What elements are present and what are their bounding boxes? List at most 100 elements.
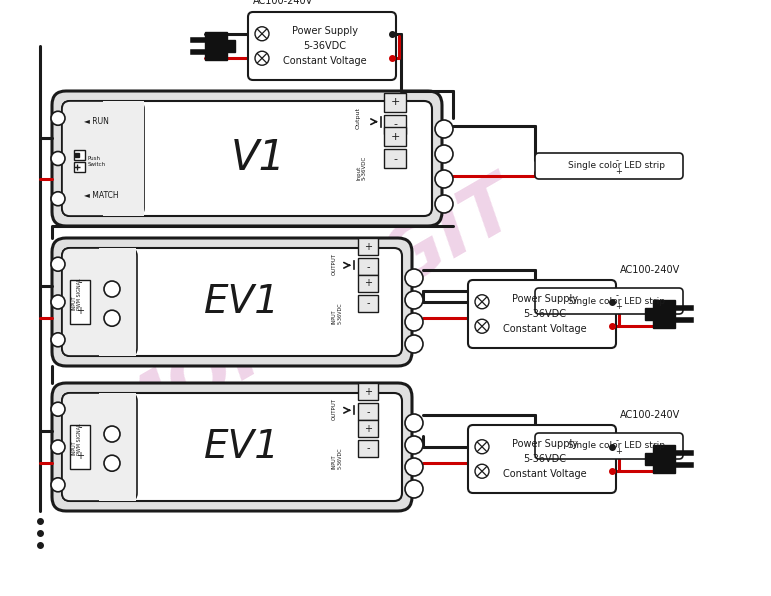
Text: -: - bbox=[366, 299, 370, 309]
Text: +: + bbox=[364, 242, 372, 252]
Text: Power Supply: Power Supply bbox=[512, 294, 578, 304]
Text: Input
5-36VDC: Input 5-36VDC bbox=[356, 156, 367, 181]
Text: V1: V1 bbox=[231, 138, 285, 179]
Text: Power Supply: Power Supply bbox=[292, 26, 358, 36]
Text: 5-36VDC: 5-36VDC bbox=[524, 454, 567, 464]
Bar bbox=[70, 280, 90, 324]
Circle shape bbox=[435, 145, 453, 163]
Text: +: + bbox=[76, 306, 84, 316]
Text: Output: Output bbox=[356, 107, 361, 129]
Text: OUTPUT: OUTPUT bbox=[332, 398, 337, 420]
Circle shape bbox=[51, 192, 65, 206]
Circle shape bbox=[405, 269, 423, 287]
Circle shape bbox=[51, 111, 65, 125]
Bar bbox=[227, 40, 235, 52]
Circle shape bbox=[405, 436, 423, 454]
Bar bbox=[358, 403, 378, 420]
Bar bbox=[74, 162, 85, 172]
Text: INPUT
5-36VDC: INPUT 5-36VDC bbox=[332, 447, 343, 468]
Text: Single color LED strip: Single color LED strip bbox=[568, 442, 665, 451]
Text: INPUT
5-36VDC: INPUT 5-36VDC bbox=[332, 302, 343, 324]
Text: +: + bbox=[390, 97, 399, 107]
Text: +: + bbox=[616, 447, 626, 456]
Text: -: - bbox=[393, 154, 397, 164]
FancyBboxPatch shape bbox=[62, 248, 137, 356]
Text: -: - bbox=[616, 156, 622, 164]
Circle shape bbox=[104, 310, 120, 326]
Circle shape bbox=[435, 120, 453, 138]
Text: AC100-240V: AC100-240V bbox=[620, 265, 680, 275]
Text: Push
Switch: Push Switch bbox=[88, 156, 106, 167]
Text: Constant Voltage: Constant Voltage bbox=[503, 324, 587, 334]
Text: -: - bbox=[616, 436, 622, 445]
Text: -: - bbox=[366, 407, 370, 417]
Text: +: + bbox=[390, 132, 399, 142]
Bar bbox=[70, 426, 90, 468]
FancyBboxPatch shape bbox=[62, 101, 432, 216]
Circle shape bbox=[51, 478, 65, 492]
Text: OUTPUT: OUTPUT bbox=[332, 253, 337, 275]
Bar bbox=[205, 32, 227, 60]
FancyBboxPatch shape bbox=[535, 153, 683, 179]
Text: +: + bbox=[616, 302, 626, 311]
Circle shape bbox=[51, 257, 65, 271]
Circle shape bbox=[104, 281, 120, 297]
Text: Single color LED strip: Single color LED strip bbox=[568, 296, 665, 306]
Text: INPUT
PWM SIGNAL: INPUT PWM SIGNAL bbox=[71, 423, 82, 455]
Bar bbox=[358, 275, 378, 292]
FancyBboxPatch shape bbox=[62, 248, 402, 356]
Text: Constant Voltage: Constant Voltage bbox=[503, 469, 587, 479]
Text: ◄ MATCH: ◄ MATCH bbox=[84, 191, 119, 200]
Circle shape bbox=[104, 426, 120, 442]
Text: -: - bbox=[616, 291, 622, 300]
Bar bbox=[384, 93, 406, 111]
Circle shape bbox=[435, 170, 453, 188]
Bar bbox=[99, 393, 136, 501]
FancyBboxPatch shape bbox=[535, 288, 683, 314]
Bar bbox=[103, 101, 144, 216]
Circle shape bbox=[405, 458, 423, 476]
FancyBboxPatch shape bbox=[535, 433, 683, 459]
FancyBboxPatch shape bbox=[62, 393, 402, 501]
Text: -: - bbox=[393, 119, 397, 129]
Bar bbox=[645, 453, 653, 465]
Bar bbox=[384, 127, 406, 146]
Text: MOKUNGIT: MOKUNGIT bbox=[89, 167, 530, 465]
FancyBboxPatch shape bbox=[52, 383, 412, 511]
FancyBboxPatch shape bbox=[62, 393, 137, 501]
Text: 5-36VDC: 5-36VDC bbox=[304, 41, 346, 51]
Bar bbox=[99, 248, 136, 356]
Text: -: - bbox=[78, 278, 82, 287]
Bar bbox=[653, 300, 675, 328]
Text: +: + bbox=[364, 387, 372, 397]
Text: AC100-240V: AC100-240V bbox=[253, 0, 313, 6]
Text: 5-36VDC: 5-36VDC bbox=[524, 309, 567, 319]
Text: +: + bbox=[616, 167, 626, 176]
Text: AC100-240V: AC100-240V bbox=[620, 410, 680, 420]
Text: +: + bbox=[364, 278, 372, 288]
Circle shape bbox=[405, 335, 423, 353]
Circle shape bbox=[51, 402, 65, 416]
Text: EV1: EV1 bbox=[204, 428, 280, 466]
Bar bbox=[358, 238, 378, 255]
Text: EV1: EV1 bbox=[204, 283, 280, 321]
Bar bbox=[358, 383, 378, 401]
FancyBboxPatch shape bbox=[52, 91, 442, 226]
FancyBboxPatch shape bbox=[468, 425, 616, 493]
Circle shape bbox=[51, 333, 65, 347]
Text: ◄ RUN: ◄ RUN bbox=[84, 117, 109, 126]
Circle shape bbox=[405, 414, 423, 432]
Text: -: - bbox=[366, 443, 370, 454]
FancyBboxPatch shape bbox=[62, 101, 144, 216]
FancyBboxPatch shape bbox=[52, 238, 412, 366]
Bar bbox=[358, 258, 378, 275]
Text: -: - bbox=[78, 423, 82, 433]
Text: +: + bbox=[364, 424, 372, 433]
Text: Single color LED strip: Single color LED strip bbox=[568, 162, 665, 170]
Circle shape bbox=[51, 440, 65, 454]
Bar bbox=[358, 440, 378, 457]
Text: Constant Voltage: Constant Voltage bbox=[283, 56, 367, 66]
Circle shape bbox=[51, 295, 65, 309]
Bar bbox=[384, 114, 406, 134]
Text: Power Supply: Power Supply bbox=[512, 439, 578, 449]
